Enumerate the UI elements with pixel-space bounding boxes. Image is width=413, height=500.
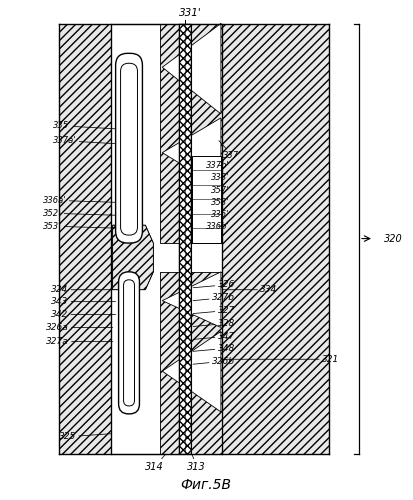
- Text: 327: 327: [193, 306, 235, 315]
- Polygon shape: [162, 272, 221, 328]
- Text: 326a: 326a: [46, 323, 113, 332]
- Polygon shape: [160, 24, 222, 243]
- Text: 337': 337': [219, 140, 242, 160]
- Text: 327b: 327b: [193, 293, 235, 302]
- Text: 358': 358': [211, 198, 230, 207]
- Text: 338': 338': [211, 173, 230, 182]
- Text: 326: 326: [193, 280, 235, 289]
- Text: 353': 353': [43, 222, 116, 230]
- Text: 314: 314: [145, 454, 165, 471]
- Polygon shape: [160, 116, 221, 190]
- FancyBboxPatch shape: [123, 280, 135, 406]
- Text: 336a': 336a': [43, 196, 116, 205]
- Text: 326b: 326b: [193, 356, 235, 366]
- Polygon shape: [113, 225, 153, 290]
- Text: 331': 331': [179, 8, 202, 18]
- Text: 343: 343: [51, 297, 116, 306]
- Text: 348: 348: [193, 344, 235, 353]
- Polygon shape: [59, 24, 111, 454]
- Text: 337b': 337b': [206, 161, 230, 170]
- Text: 321: 321: [224, 355, 339, 364]
- Polygon shape: [160, 272, 222, 454]
- Text: 352': 352': [43, 208, 116, 218]
- FancyBboxPatch shape: [121, 64, 138, 235]
- Text: 334: 334: [222, 285, 278, 294]
- Polygon shape: [162, 24, 221, 114]
- Text: 336': 336': [211, 210, 230, 218]
- Polygon shape: [192, 156, 221, 243]
- Text: 328: 328: [193, 319, 235, 328]
- Text: 313: 313: [187, 454, 206, 471]
- FancyBboxPatch shape: [116, 54, 142, 243]
- Text: 342: 342: [51, 310, 116, 319]
- Text: 337a': 337a': [53, 136, 116, 145]
- Text: 357': 357': [211, 186, 230, 195]
- Text: 335': 335': [53, 122, 116, 130]
- Polygon shape: [111, 24, 222, 454]
- Polygon shape: [222, 24, 329, 454]
- Polygon shape: [162, 332, 221, 412]
- Polygon shape: [179, 24, 191, 454]
- Polygon shape: [160, 24, 221, 116]
- Text: 327a: 327a: [46, 337, 113, 346]
- Text: 320: 320: [384, 234, 403, 243]
- Text: Фиг.5В: Фиг.5В: [180, 478, 232, 492]
- Text: 324: 324: [51, 285, 113, 294]
- Text: 336b': 336b': [206, 222, 230, 230]
- FancyBboxPatch shape: [119, 272, 140, 414]
- Polygon shape: [162, 118, 221, 188]
- Text: 347: 347: [193, 332, 235, 341]
- Text: 325: 325: [59, 432, 111, 441]
